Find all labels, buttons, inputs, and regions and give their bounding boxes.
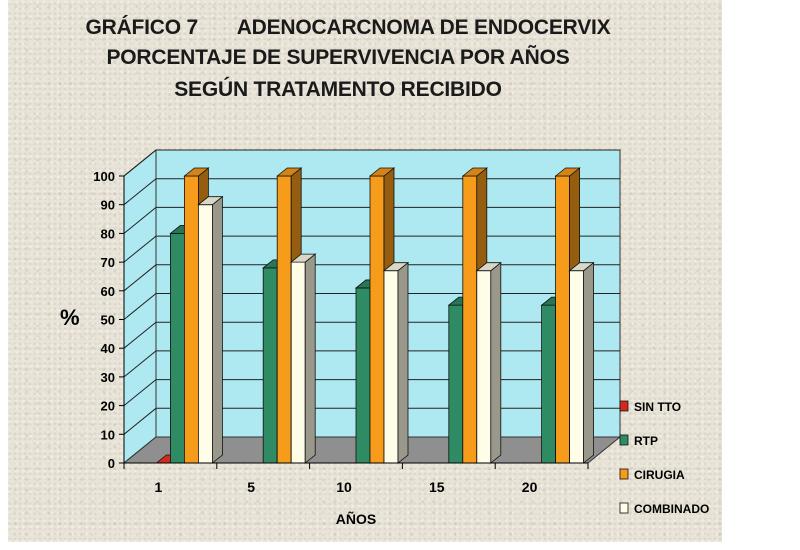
x-axis-ticks: 1 5 10 15 20 — [123, 462, 589, 495]
y-tick-label: 60 — [101, 284, 115, 299]
y-tick-label: 90 — [101, 198, 115, 213]
bar — [382, 261, 410, 464]
bar — [197, 195, 224, 464]
legend-label: RTP — [634, 434, 658, 448]
legend-label: SIN TTO — [634, 400, 681, 414]
y-axis-ticks: 0 10 20 30 40 50 60 70 80 90 100 — [93, 169, 125, 471]
legend-label: CIRUGIA — [634, 468, 685, 482]
bar — [475, 261, 502, 464]
y-tick-label: 0 — [108, 456, 115, 471]
legend-label: COMBINADO — [634, 502, 709, 516]
y-tick-label: 80 — [101, 226, 115, 241]
y-tick-label: 40 — [101, 341, 115, 356]
chart-background: GRÁFICO 7 ADENOCARCNOMA DE ENDOCERVIX PO… — [8, 0, 722, 542]
y-tick-label: 20 — [101, 399, 115, 414]
bar — [290, 253, 317, 464]
bar-group — [155, 167, 595, 464]
legend-swatch — [619, 468, 629, 480]
y-tick-label: 70 — [101, 255, 115, 270]
legend: SIN TTO RTP CIRUGIA COMBINADO — [619, 400, 709, 516]
x-axis-label: AÑOS — [336, 510, 376, 527]
chart-title-line-3: SEGÚN TRATAMENTO RECIBIDO — [174, 78, 502, 101]
x-tick-label: 5 — [247, 479, 255, 495]
y-tick-label: 10 — [101, 427, 115, 442]
y-tick-label: 100 — [93, 169, 115, 184]
bar — [568, 261, 595, 464]
legend-swatch — [619, 434, 629, 446]
chart-title-line-1: GRÁFICO 7 ADENOCARCNOMA DE ENDOCERVIX — [85, 16, 611, 39]
y-axis-label: % — [60, 305, 80, 330]
legend-swatch — [619, 400, 629, 412]
x-tick-label: 10 — [336, 479, 352, 495]
x-tick-label: 15 — [429, 479, 445, 495]
y-tick-label: 30 — [101, 370, 115, 385]
x-tick-label: 20 — [522, 479, 538, 495]
chart-title-line-2: PORCENTAJE DE SUPERVIVENCIA POR AÑOS — [106, 46, 570, 69]
gridline — [123, 149, 620, 177]
y-tick-label: 50 — [101, 313, 115, 328]
x-tick-label: 1 — [155, 479, 163, 495]
legend-swatch — [619, 502, 629, 514]
